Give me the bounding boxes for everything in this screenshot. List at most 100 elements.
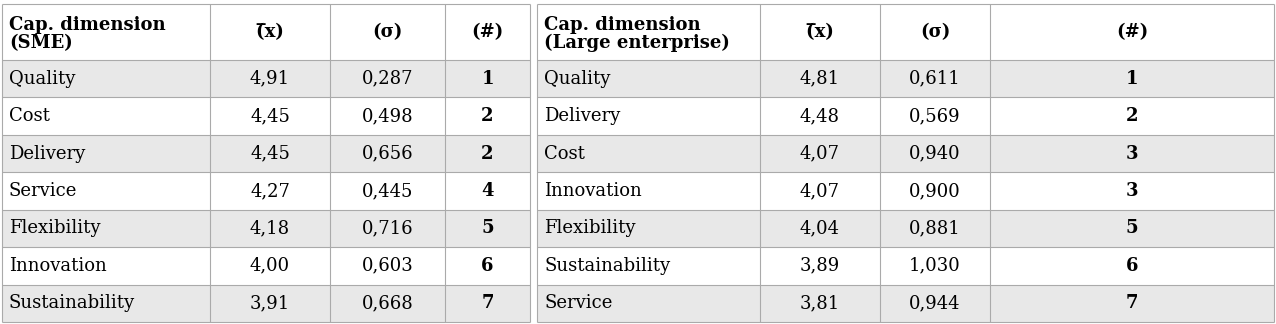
Text: 2: 2 — [1125, 107, 1138, 125]
Bar — [990, 247, 1273, 284]
Bar — [537, 135, 760, 172]
Bar — [445, 172, 530, 210]
Bar — [760, 135, 880, 172]
Bar — [3, 98, 211, 135]
Text: 0,603: 0,603 — [361, 257, 413, 275]
Text: Delivery: Delivery — [544, 107, 620, 125]
Bar — [760, 210, 880, 247]
Bar — [990, 135, 1273, 172]
Text: 4,27: 4,27 — [250, 182, 290, 200]
Bar — [330, 98, 445, 135]
Text: 0,900: 0,900 — [909, 182, 961, 200]
Text: 4,48: 4,48 — [800, 107, 840, 125]
Bar — [760, 172, 880, 210]
Text: 4,18: 4,18 — [250, 219, 290, 237]
Bar — [990, 284, 1273, 322]
Text: Cost: Cost — [9, 107, 50, 125]
Bar — [990, 60, 1273, 98]
Text: 1: 1 — [481, 70, 494, 88]
Text: Sustainability: Sustainability — [544, 257, 670, 275]
Text: 4,07: 4,07 — [800, 182, 840, 200]
Bar — [445, 98, 530, 135]
Bar — [211, 98, 330, 135]
Bar — [330, 210, 445, 247]
Bar — [3, 247, 211, 284]
Text: (̅x): (̅x) — [806, 23, 835, 41]
Text: 0,668: 0,668 — [361, 294, 413, 312]
Text: 5: 5 — [1125, 219, 1138, 237]
Text: Sustainability: Sustainability — [9, 294, 135, 312]
Bar — [760, 60, 880, 98]
Text: 3,81: 3,81 — [800, 294, 840, 312]
Text: 0,569: 0,569 — [910, 107, 961, 125]
Bar — [990, 210, 1273, 247]
Text: Flexibility: Flexibility — [544, 219, 635, 237]
Text: 2: 2 — [481, 145, 494, 163]
Bar — [537, 4, 760, 60]
Bar — [445, 210, 530, 247]
Bar — [330, 135, 445, 172]
Text: Quality: Quality — [9, 70, 75, 88]
Text: 0,940: 0,940 — [910, 145, 961, 163]
Text: (#): (#) — [1116, 23, 1148, 41]
Text: Innovation: Innovation — [9, 257, 107, 275]
Bar — [537, 60, 760, 98]
Bar — [880, 284, 990, 322]
Text: 4,45: 4,45 — [250, 107, 290, 125]
Text: 4,00: 4,00 — [250, 257, 290, 275]
Bar — [990, 4, 1273, 60]
Text: (σ): (σ) — [373, 23, 403, 41]
Text: 0,445: 0,445 — [362, 182, 413, 200]
Text: 6: 6 — [481, 257, 494, 275]
Bar — [211, 60, 330, 98]
Bar — [211, 284, 330, 322]
Bar — [760, 98, 880, 135]
Bar — [3, 210, 211, 247]
Text: 6: 6 — [1125, 257, 1138, 275]
Text: 4,45: 4,45 — [250, 145, 290, 163]
Bar — [3, 284, 211, 322]
Text: (Large enterprise): (Large enterprise) — [544, 34, 730, 52]
Text: 2: 2 — [481, 107, 494, 125]
Text: 0,881: 0,881 — [909, 219, 961, 237]
Text: 4,91: 4,91 — [250, 70, 290, 88]
Text: Flexibility: Flexibility — [9, 219, 101, 237]
Text: Innovation: Innovation — [544, 182, 642, 200]
Text: 0,287: 0,287 — [362, 70, 413, 88]
Bar — [211, 247, 330, 284]
Bar — [330, 284, 445, 322]
Text: 0,944: 0,944 — [910, 294, 961, 312]
Text: (̅x): (̅x) — [256, 23, 285, 41]
Bar — [3, 4, 211, 60]
Bar — [330, 4, 445, 60]
Text: Cap. dimension: Cap. dimension — [544, 16, 701, 34]
Bar — [3, 60, 211, 98]
Bar — [537, 284, 760, 322]
Bar — [880, 98, 990, 135]
Text: Service: Service — [544, 294, 612, 312]
Text: 1: 1 — [1125, 70, 1138, 88]
Bar — [445, 284, 530, 322]
Text: Service: Service — [9, 182, 78, 200]
Text: Delivery: Delivery — [9, 145, 85, 163]
Text: (σ): (σ) — [920, 23, 951, 41]
Bar — [537, 247, 760, 284]
Text: (SME): (SME) — [9, 34, 73, 52]
Bar — [880, 4, 990, 60]
Bar — [211, 210, 330, 247]
Text: Cap. dimension: Cap. dimension — [9, 16, 166, 34]
Text: 4,07: 4,07 — [800, 145, 840, 163]
Text: Cost: Cost — [544, 145, 584, 163]
Text: 7: 7 — [1125, 294, 1138, 312]
Bar — [3, 172, 211, 210]
Bar — [330, 172, 445, 210]
Bar — [3, 135, 211, 172]
Text: 3: 3 — [1125, 145, 1138, 163]
Bar — [211, 172, 330, 210]
Text: 5: 5 — [481, 219, 494, 237]
Bar — [880, 210, 990, 247]
Bar — [537, 98, 760, 135]
Text: 3,91: 3,91 — [250, 294, 290, 312]
Text: 7: 7 — [481, 294, 494, 312]
Bar — [990, 172, 1273, 210]
